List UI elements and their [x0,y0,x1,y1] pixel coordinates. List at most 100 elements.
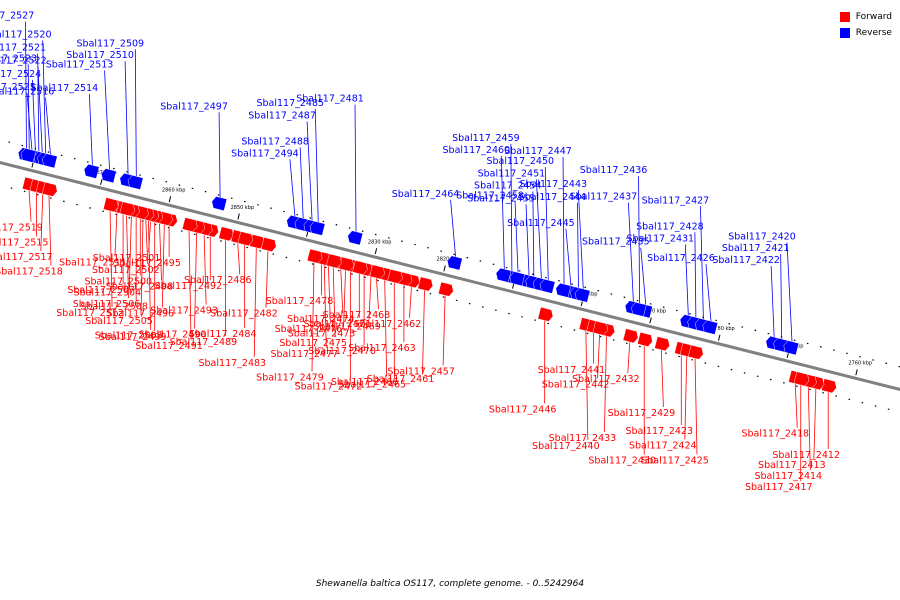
forward-leader [237,243,241,275]
forward-gene [352,260,368,275]
forward-gene [103,197,119,213]
forward-leader [368,276,372,321]
forward-gene [622,328,639,344]
forward-leader [128,216,132,287]
reverse-leader [25,21,27,149]
forward-gene-shape [592,320,609,336]
reverse-leader [88,94,93,166]
forward-gene-label: Sbal117_2490 [139,330,207,341]
reverse-gene [20,148,37,163]
legend-reverse: Reverse [839,25,892,41]
scale-tick-label: 2830 kbp [368,239,392,245]
reverse-gene-label: Sbal117_2516 [0,87,54,98]
legend-reverse-label: Reverse [855,28,892,38]
reverse-gene-label: Sbal117_2427 [642,195,710,206]
reverse-gene [211,196,228,211]
reverse-gene [83,163,100,179]
reverse-leader [42,40,47,154]
forward-gene-label: Sbal117_2501 [93,253,161,264]
reverse-gene-label: Sbal117_2524 [0,69,41,80]
reverse-gene-label: Sbal117_2428 [636,221,704,232]
forward-swatch [839,12,850,22]
forward-leader [253,247,257,357]
scale-tick [100,178,103,185]
reverse-gene-shape [783,340,800,356]
forward-gene-label: Sbal117_2462 [354,319,422,330]
forward-leader [813,388,817,459]
reverse-leader [218,112,221,198]
forward-gene-label: Sbal117_2503 [95,331,163,342]
forward-gene-shape [369,264,385,280]
reverse-gene-label: Sbal117_2421 [722,243,790,254]
forward-gene-label: Sbal117_2486 [184,275,252,286]
forward-gene-label: Sbal117_2433 [549,433,617,444]
forward-leader [126,215,129,299]
forward-gene-label: Sbal117_2512 [56,308,124,319]
forward-leader [323,264,327,348]
reverse-gene-label: Sbal117_2454 [474,181,542,192]
reverse-gene-shape [539,278,556,294]
reverse-leader [786,242,793,342]
forward-gene-label: Sbal117_2425 [641,455,709,466]
forward-leader [114,212,118,257]
forward-gene-shape [417,276,433,292]
forward-gene-shape [326,253,342,269]
reverse-gene-label: Sbal117_2426 [647,253,715,264]
forward-gene-label: Sbal117_2471 [303,319,371,330]
forward-gene-label: Sbal117_2493 [150,306,218,317]
forward-gene-shape [218,226,234,242]
forward-leader [376,278,379,310]
forward-leader [597,334,600,379]
reverse-gene-label: Sbal117_2447 [504,146,572,157]
reverse-gene-shape [447,255,463,271]
forward-gene-label: Sbal117_2423 [625,426,693,437]
forward-gene-label: Sbal117_2442 [542,379,610,390]
reverse-gene [631,301,647,317]
forward-leader [311,262,315,372]
forward-leader [343,270,346,328]
forward-gene [637,332,653,347]
reverse-gene-shape [555,282,572,298]
reverse-leader [535,179,542,279]
forward-gene [537,306,554,322]
forward-gene-label: Sbal117_2473 [288,328,356,339]
reverse-leader [314,109,319,223]
forward-leader [694,358,698,455]
forward-gene-shape [654,336,670,352]
leader-layer [25,21,829,482]
reverse-gene-label: Sbal117_2521 [0,43,46,54]
reverse-leader [510,143,513,271]
forward-leader [188,230,192,340]
label-layer: Sbal117_2525Sbal117_2524Sbal117_2522Sbal… [0,11,840,494]
scale-tick [443,265,446,272]
forward-gene-label: Sbal117_2478 [266,296,334,307]
forward-gene-label: Sbal117_2500 [84,277,152,288]
forward-gene-label: Sbal117_2468 [323,310,391,321]
reverse-leader [780,254,783,340]
forward-gene-label: Sbal117_2461 [367,374,435,385]
reverse-gene [555,282,572,298]
reverse-gene-shape [495,267,512,283]
reverse-gene [574,287,591,303]
reverse-gene [309,220,326,236]
forward-leader [203,234,207,305]
reverse-gene-label: Sbal117_2464 [392,189,460,200]
forward-gene-label: Sbal117_2446 [489,404,557,415]
reverse-gene-label: Sbal117_2451 [478,168,546,179]
forward-gene [417,276,433,292]
reverse-gene-shape [42,153,58,169]
forward-gene-label: Sbal117_2477 [270,349,338,360]
forward-gene-shape [622,328,639,344]
forward-gene [438,281,454,297]
forward-gene-shape [119,201,136,217]
forward-leader [794,383,798,428]
scale-tick-label: 2760 kbp [848,361,872,367]
legend-forward: Forward [839,9,892,25]
reverse-gene-label: Sbal117_2487 [248,111,316,122]
reverse-leader [684,244,689,316]
scale-tick-label: 2780 kbp [711,326,735,332]
forward-gene [218,226,234,242]
forward-gene [338,256,355,272]
reverse-leader [26,92,33,150]
